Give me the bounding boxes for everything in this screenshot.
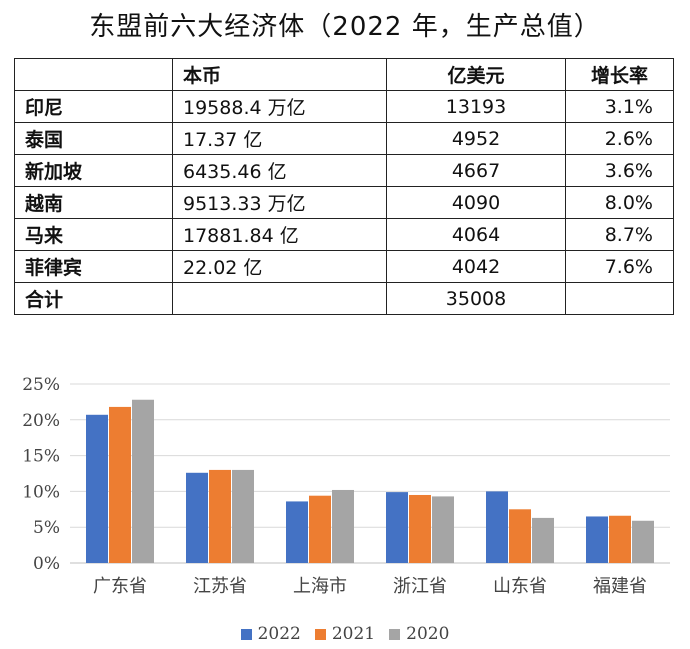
y-tick-label: 10% — [22, 482, 60, 502]
table-row: 印尼 19588.4 万亿 13193 3.1% — [14, 90, 674, 123]
header-cell: 亿美元 — [386, 58, 566, 91]
bar-2021-2 — [309, 495, 331, 563]
bar-2020-1 — [232, 469, 254, 563]
growth-cell: 3.6% — [565, 154, 674, 187]
bar-2022-1 — [186, 472, 208, 563]
legend-item-2020: 2020 — [389, 624, 449, 644]
growth-cell: 2.6% — [565, 122, 674, 155]
legend-swatch — [389, 628, 401, 640]
header-cell: 本币 — [172, 58, 387, 91]
y-tick-label: 20% — [22, 411, 60, 431]
y-tick-label: 15% — [22, 447, 60, 467]
bar-2022-0 — [86, 414, 108, 563]
x-tick-label: 江苏省 — [193, 576, 247, 597]
local-currency-cell: 6435.46 亿 — [172, 154, 387, 187]
bar-2021-4 — [509, 509, 531, 563]
growth-cell: 8.7% — [565, 218, 674, 251]
x-tick-label: 浙江省 — [393, 576, 447, 597]
country-cell: 马来 — [14, 218, 173, 251]
bars — [86, 399, 654, 563]
bar-2020-5 — [632, 520, 654, 563]
x-tick-label: 福建省 — [593, 576, 647, 597]
table-header-row: 本币 亿美元 增长率 — [14, 58, 674, 91]
table-row: 马来 17881.84 亿 4064 8.7% — [14, 218, 674, 251]
bar-chart: 0% 5% 10% 15% 20% 25% 广东省 江苏省 上海市 浙江省 山东省 福建省 — [22, 375, 670, 597]
gridlines — [70, 383, 670, 564]
bar-2022-5 — [586, 516, 608, 563]
bar-2020-4 — [532, 517, 554, 563]
local-currency-cell: 17.37 亿 — [172, 122, 387, 155]
local-currency-cell: 17881.84 亿 — [172, 218, 387, 251]
country-cell: 越南 — [14, 186, 173, 219]
table-row: 泰国 17.37 亿 4952 2.6% — [14, 122, 674, 155]
country-cell: 印尼 — [14, 90, 173, 123]
country-cell: 新加坡 — [14, 154, 173, 187]
bar-2021-5 — [609, 515, 631, 563]
growth-cell: 3.1% — [565, 90, 674, 123]
usd-cell: 4090 — [386, 186, 566, 219]
local-currency-cell: 9513.33 万亿 — [172, 186, 387, 219]
header-cell — [14, 58, 173, 91]
table-row: 越南 9513.33 万亿 4090 8.0% — [14, 186, 674, 219]
bar-2020-3 — [432, 496, 454, 563]
usd-cell: 4667 — [386, 154, 566, 187]
legend-swatch — [240, 628, 252, 640]
y-tick-label: 5% — [33, 518, 60, 538]
legend-item-2021: 2021 — [314, 624, 376, 644]
x-tick-labels: 广东省 江苏省 上海市 浙江省 山东省 福建省 — [93, 576, 647, 597]
country-cell: 泰国 — [14, 122, 173, 155]
legend-item-2022: 2022 — [240, 624, 301, 644]
bar-2021-3 — [409, 494, 431, 563]
total-label-cell: 合计 — [14, 282, 173, 315]
country-cell: 菲律宾 — [14, 250, 173, 283]
usd-cell: 4064 — [386, 218, 566, 251]
legend-label: 2021 — [331, 624, 376, 644]
growth-cell — [565, 282, 674, 315]
y-tick-labels: 0% 5% 10% 15% 20% 25% — [22, 375, 60, 574]
x-tick-label: 上海市 — [293, 576, 347, 597]
bar-2021-1 — [209, 469, 231, 563]
usd-cell: 13193 — [386, 90, 566, 123]
bar-2020-2 — [332, 489, 354, 563]
table-row: 新加坡 6435.46 亿 4667 3.6% — [14, 154, 674, 187]
bar-2022-4 — [486, 491, 508, 563]
local-currency-cell: 22.02 亿 — [172, 250, 387, 283]
page-title: 东盟前六大经济体（2022 年，生产总值） — [89, 12, 601, 42]
growth-cell: 7.6% — [565, 250, 674, 283]
usd-total-cell: 35008 — [386, 282, 566, 315]
usd-cell: 4952 — [386, 122, 566, 155]
usd-cell: 4042 — [386, 250, 566, 283]
table-row: 菲律宾 22.02 亿 4042 7.6% — [14, 250, 674, 283]
local-currency-cell — [172, 282, 387, 315]
local-currency-cell: 19588.4 万亿 — [172, 90, 387, 123]
x-tick-label: 广东省 — [93, 576, 147, 597]
y-tick-label: 25% — [22, 375, 60, 395]
table-total-row: 合计 35008 — [14, 282, 674, 315]
growth-cell: 8.0% — [565, 186, 674, 219]
legend-label: 2022 — [257, 624, 301, 644]
chart-legend: 2022 2021 2020 — [0, 624, 690, 644]
bar-2022-2 — [286, 501, 308, 563]
bar-2022-3 — [386, 492, 408, 563]
header-cell: 增长率 — [565, 58, 674, 91]
x-tick-label: 山东省 — [493, 576, 547, 597]
legend-label: 2020 — [406, 624, 450, 644]
y-tick-label: 0% — [33, 554, 60, 574]
gdp-table: 本币 亿美元 增长率 印尼 19588.4 万亿 13193 3.1% 泰国 1… — [14, 58, 674, 315]
bar-2021-0 — [109, 406, 131, 563]
bar-2020-0 — [132, 399, 154, 563]
legend-swatch — [314, 628, 326, 640]
